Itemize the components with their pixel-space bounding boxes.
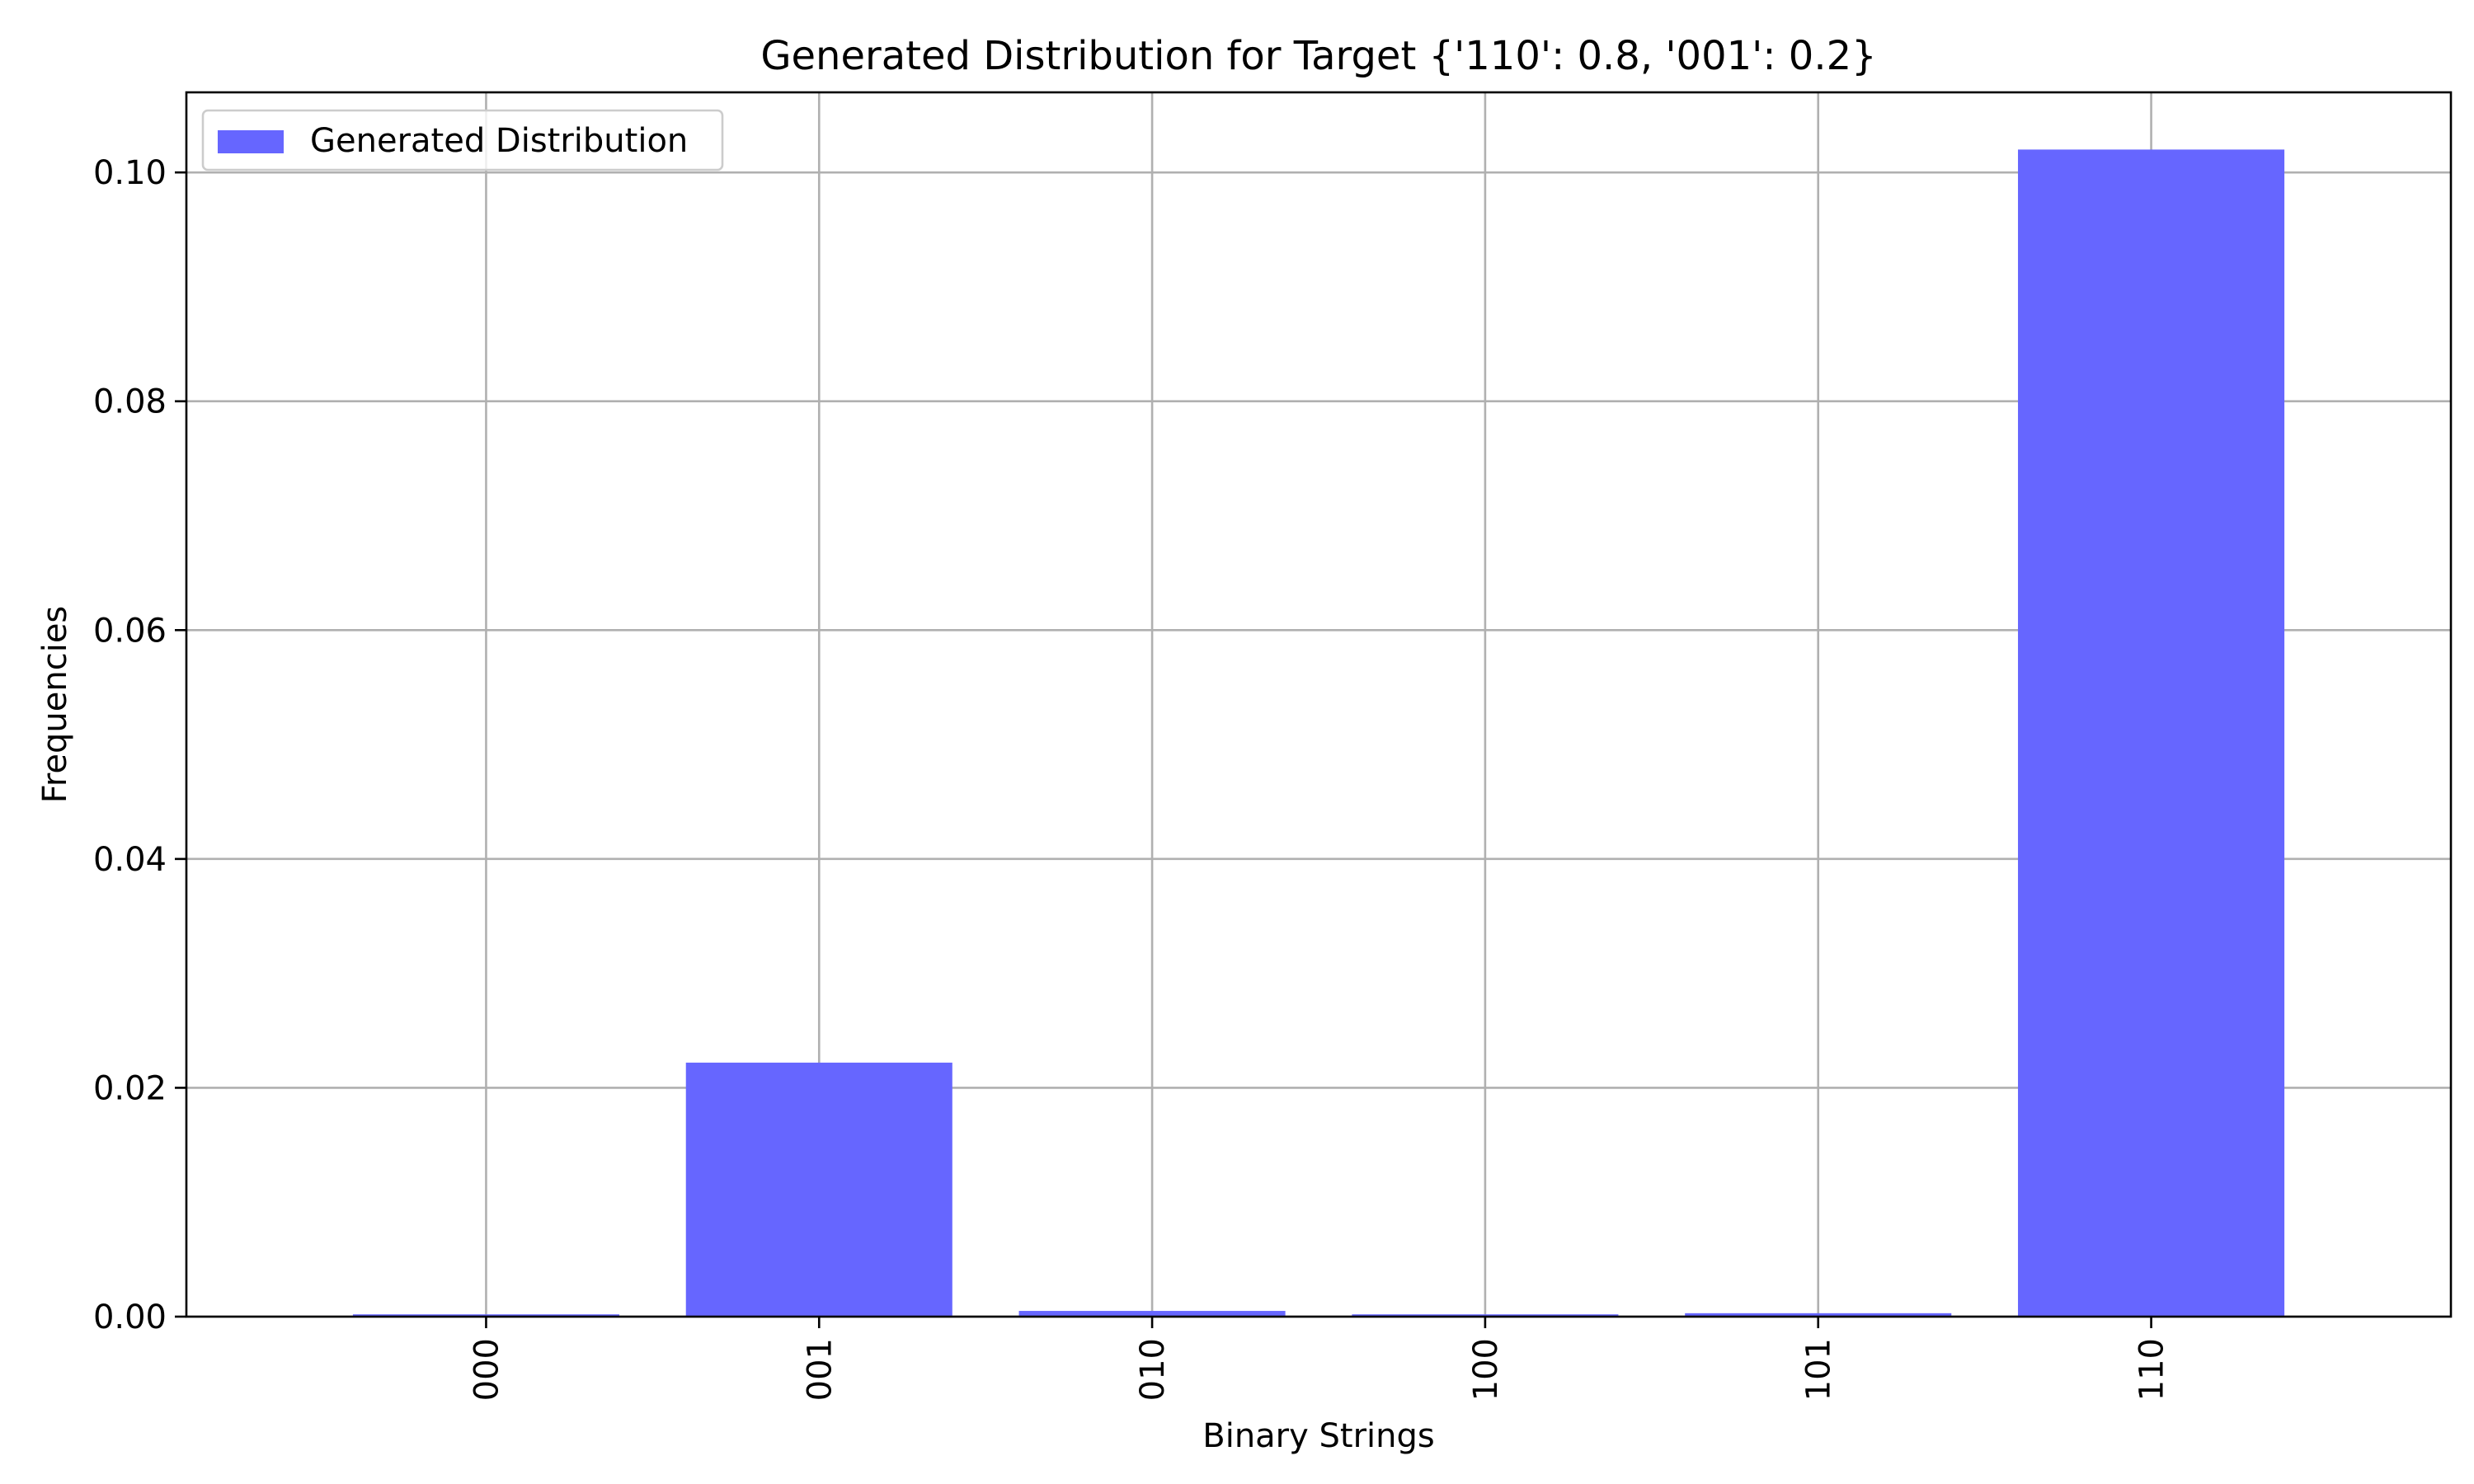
x-tick-label: 000 [468, 1338, 506, 1401]
y-tick-label: 0.00 [93, 1298, 167, 1336]
x-tick-label: 100 [1467, 1338, 1505, 1401]
y-tick-label: 0.02 [93, 1069, 167, 1107]
tick-layer: 0.00 0.02 0.04 0.06 0.08 0.10 000 001 010 100 101 1… [93, 154, 2171, 1401]
bar [2018, 149, 2285, 1317]
legend: Generated Distribution [201, 109, 724, 171]
y-tick-label: 0.06 [93, 612, 167, 650]
axes-frame [185, 91, 2453, 1318]
x-tick-label: 101 [1800, 1338, 1838, 1401]
bar [1685, 1313, 1952, 1317]
chart-title: Generated Distribution for Target {'110'… [760, 33, 1876, 79]
legend-swatch [218, 130, 284, 153]
bar [352, 1314, 619, 1317]
x-tick-label: 001 [801, 1338, 839, 1401]
x-axis-label: Binary Strings [1202, 1417, 1434, 1455]
y-tick-label: 0.04 [93, 841, 167, 879]
bar [1018, 1311, 1286, 1317]
y-tick-label: 0.10 [93, 154, 167, 192]
bar [1352, 1314, 1619, 1317]
y-tick-label: 0.08 [93, 383, 167, 421]
x-tick-label: 010 [1134, 1338, 1172, 1401]
bar [685, 1062, 952, 1317]
x-tick-label: 110 [2133, 1338, 2171, 1401]
legend-box [201, 109, 724, 171]
legend-label: Generated Distribution [310, 122, 688, 160]
bar-layer [352, 149, 2285, 1317]
y-axis-label: Frequencies [36, 606, 74, 804]
